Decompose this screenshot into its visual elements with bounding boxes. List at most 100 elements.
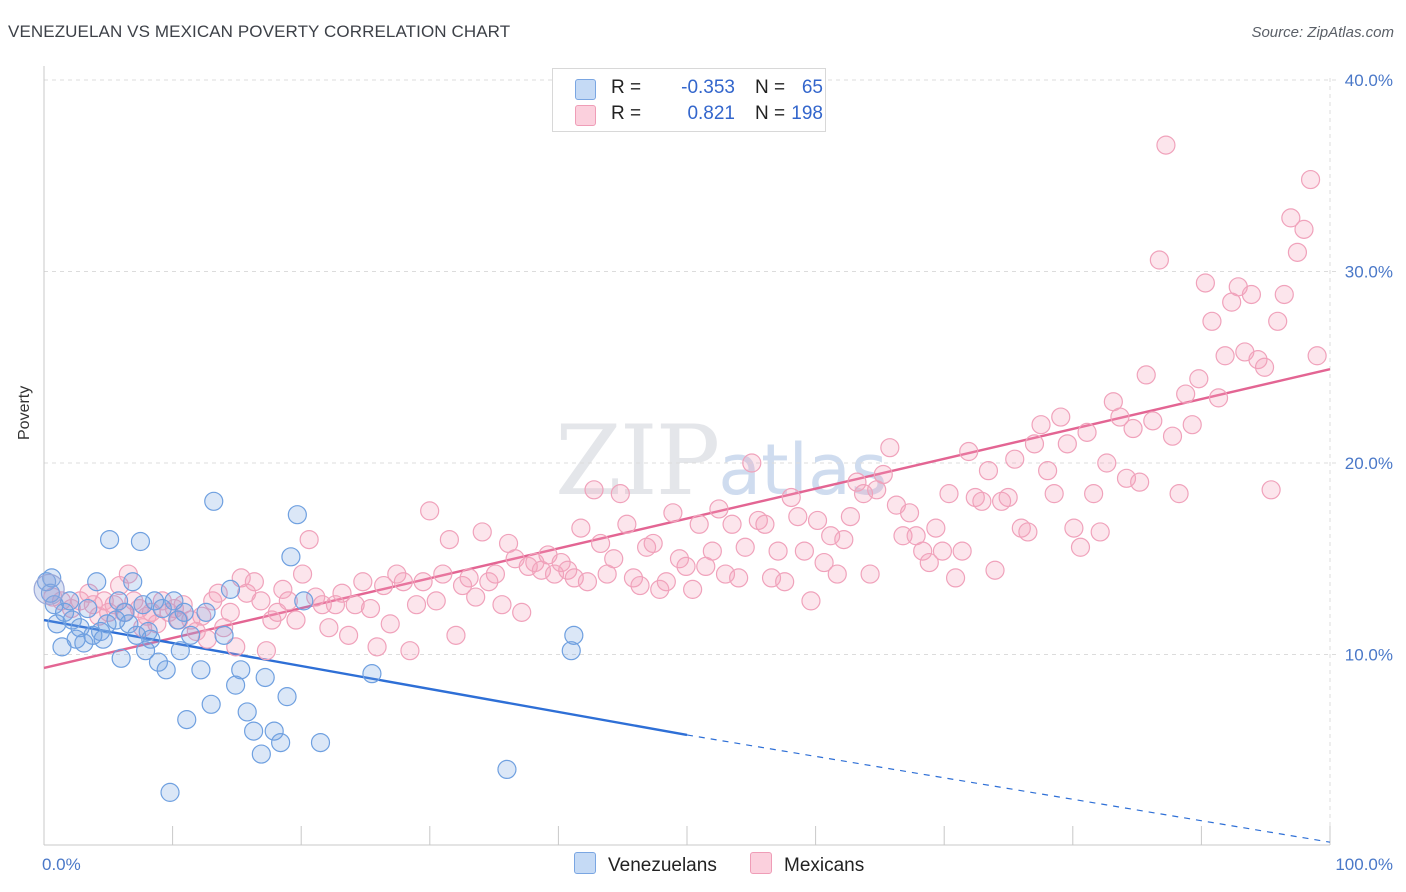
venezuelans-point xyxy=(40,583,61,603)
mexicans-point xyxy=(932,541,953,561)
mexicans-point xyxy=(676,556,696,577)
mexicans-point xyxy=(1268,311,1288,331)
mexicans-point xyxy=(1097,453,1117,473)
venezuelans-point xyxy=(138,621,158,642)
mexicans-point xyxy=(325,595,346,615)
venezuelans-point xyxy=(294,591,314,611)
mexicans-point xyxy=(689,514,709,534)
mexicans-point xyxy=(244,572,264,592)
mexicans-point xyxy=(801,591,821,611)
mexicans-point xyxy=(452,575,473,596)
mexicans-point xyxy=(814,552,834,573)
mexicans-point xyxy=(571,518,591,538)
mexicans-point xyxy=(1202,311,1222,331)
venezuelans-point xyxy=(177,710,197,730)
mexicans-point xyxy=(1038,461,1058,481)
legend-mexicans: Mexicans xyxy=(750,852,864,877)
mexicans-point xyxy=(1195,273,1215,293)
venezuelans-point xyxy=(214,625,234,645)
mexicans-point xyxy=(1018,522,1038,542)
y-axis-label: Poverty xyxy=(16,385,33,440)
chart-title: VENEZUELAN VS MEXICAN POVERTY CORRELATIO… xyxy=(8,22,511,41)
mexicans-point xyxy=(1005,449,1025,469)
mexicans-point xyxy=(446,625,466,645)
venezuelans-point xyxy=(62,610,82,630)
venezuelans-point xyxy=(226,675,246,695)
mexicans-point xyxy=(788,507,808,527)
mexicans-point xyxy=(181,610,201,630)
mexicans-point xyxy=(1051,407,1071,427)
venezuelans-point xyxy=(54,602,75,622)
mexicans-point xyxy=(1143,411,1163,431)
y-tick-label: 40.0% xyxy=(1345,71,1393,90)
mexicans-point xyxy=(1149,250,1169,270)
mexicans-point xyxy=(952,541,972,561)
n-value: 65 xyxy=(801,77,823,98)
mexicans-point xyxy=(807,510,828,531)
mexicans-point xyxy=(604,549,624,569)
mexicans-point xyxy=(584,480,604,500)
mexicans-point xyxy=(306,587,326,607)
mexicans-point xyxy=(1281,208,1301,228)
venezuelans-point xyxy=(287,505,307,525)
mexicans-point xyxy=(1176,384,1196,404)
mexicans-point xyxy=(1169,484,1189,504)
mexicans-point xyxy=(83,595,103,615)
y-tick-label: 10.0% xyxy=(1345,646,1393,665)
mexicans-point xyxy=(400,641,420,661)
venezuelans-point xyxy=(271,732,291,753)
mexicans-point xyxy=(273,579,293,599)
mexicans-trend-line xyxy=(43,367,1331,670)
mexicans-point xyxy=(722,514,742,534)
data-points xyxy=(33,135,1327,802)
mexicans-point xyxy=(610,484,630,504)
mexicans-point xyxy=(345,595,365,615)
mexicans-point xyxy=(709,499,729,519)
mexicans-point xyxy=(129,598,149,619)
mexicans-point xyxy=(1248,349,1268,370)
venezuelans-point xyxy=(133,595,153,615)
mexicans-point xyxy=(338,625,359,645)
mexicans-point xyxy=(1182,415,1202,435)
mexicans-point xyxy=(152,591,172,611)
mexicans-point xyxy=(413,572,433,592)
venezuelans-point xyxy=(181,625,201,645)
mexicans-point xyxy=(512,602,532,622)
venezuelans-point xyxy=(281,547,301,567)
mexicans-legend-label: Mexicans xyxy=(784,855,865,876)
mexicans-point xyxy=(208,583,228,603)
venezuelans-point xyxy=(362,664,382,684)
venezuelans-point xyxy=(251,744,271,764)
mexicans-point xyxy=(374,575,394,596)
mexicans-point xyxy=(794,541,814,561)
mexicans-point xyxy=(683,579,703,599)
mexicans-point xyxy=(226,637,246,657)
mexicans-point xyxy=(755,514,775,534)
mexicans-point xyxy=(479,572,499,592)
r-label: R = xyxy=(611,103,642,124)
watermark-zip: ZIP xyxy=(555,405,720,517)
mexicans-point xyxy=(1077,422,1097,442)
venezuelans-point xyxy=(231,660,251,680)
venezuelans-point xyxy=(36,572,57,592)
mexicans-point xyxy=(1057,434,1077,454)
venezuelans-point xyxy=(108,591,129,611)
mexicans-point xyxy=(630,575,650,596)
r-value: -0.353 xyxy=(681,77,735,98)
mexicans-point xyxy=(319,618,339,638)
mexicans-point xyxy=(959,441,979,462)
mexicans-point xyxy=(880,438,900,458)
mexicans-point xyxy=(663,503,683,523)
mexicans-point xyxy=(299,529,319,550)
venezuelans-point xyxy=(141,629,161,649)
venezuelans-point xyxy=(204,491,224,511)
mexicans-point xyxy=(926,518,946,538)
mexicans-point xyxy=(827,564,847,584)
venezuelans-point xyxy=(220,579,241,599)
venezuelans-point xyxy=(93,629,113,649)
venezuelans-point xyxy=(497,759,517,780)
venezuelans-point xyxy=(201,694,221,714)
mexicans-point xyxy=(939,484,959,504)
mexicans-point xyxy=(220,602,240,622)
mexicans-point xyxy=(433,564,453,584)
